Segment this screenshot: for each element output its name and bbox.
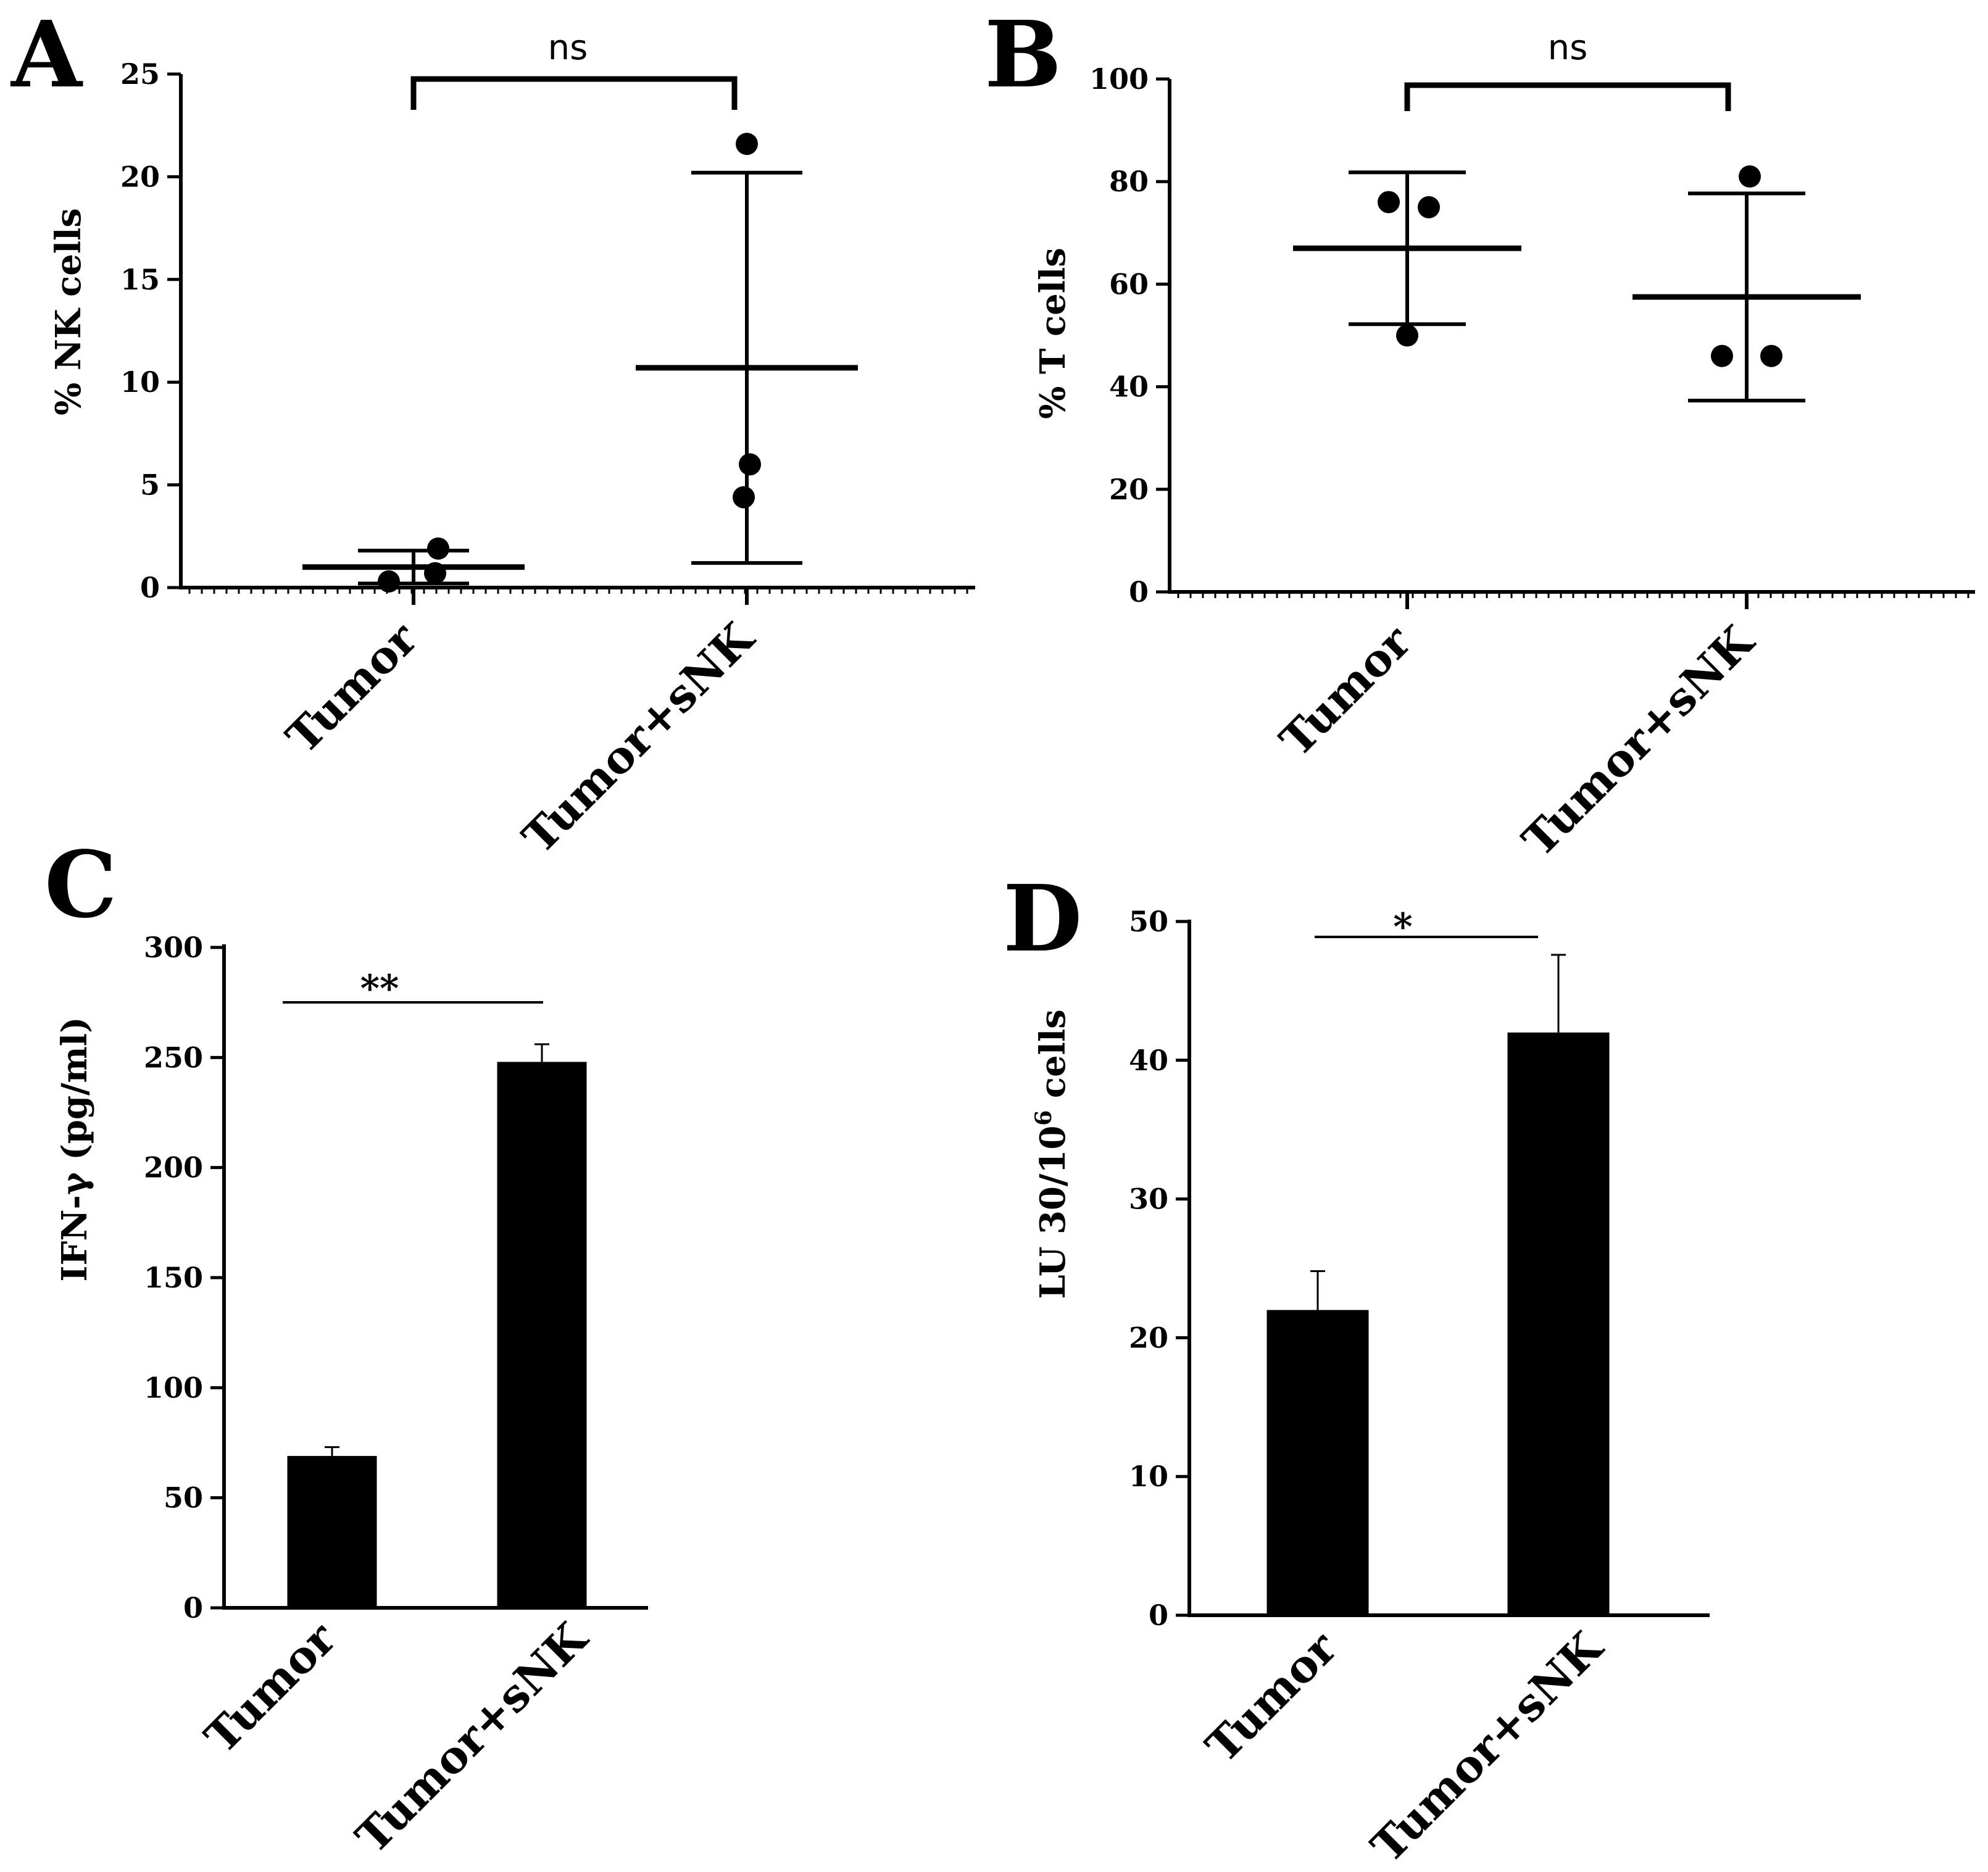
panel-b-data-point [1711, 344, 1733, 367]
panel-c-ytick-label: 150 [144, 1261, 203, 1294]
panel-a-significance-bracket [410, 76, 738, 110]
panel-b-letter: B [984, 1, 1062, 108]
panel-d-cat-label-tumor: Tumor [1196, 1621, 1347, 1773]
panel-c-cat-label-tumor-snk: Tumor+sNK [346, 1611, 598, 1863]
panel-b-data-point [1418, 196, 1440, 218]
panel-b: B % T cells 0 20 40 60 80 100 ns Tumor Tumor+… [984, 1, 1975, 867]
panel-d-ytick-label: 40 [1129, 1044, 1168, 1077]
panel-a-data-point [424, 562, 446, 584]
panel-d-significance: * [1393, 905, 1412, 949]
panel-d-cat-label-tumor-snk: Tumor+sNK [1361, 1620, 1613, 1872]
panel-a-ylabel: % NK cells [48, 208, 89, 415]
panel-a-ytick-label: 25 [120, 57, 160, 91]
panel-a-significance: ns [548, 28, 588, 68]
panel-d-ytick-label: 10 [1129, 1460, 1168, 1493]
panel-c-ytick-label: 0 [183, 1591, 203, 1624]
panel-a-cat-label-tumor: Tumor [276, 612, 428, 763]
panel-c-bar [497, 1062, 587, 1608]
panel-c-ylabel: IFN-γ (pg/ml) [54, 1017, 95, 1281]
panel-d-ylabel: LU 30/106 cells [1031, 1009, 1073, 1299]
panel-a-ytick-label: 15 [120, 263, 160, 296]
panel-b-data-point [1378, 191, 1400, 214]
panel-b-ytick-label: 80 [1109, 165, 1149, 198]
panel-c: C IFN-γ (pg/ml) 0 50 100 150 200 250 300 ** Tu… [44, 831, 648, 1863]
panel-a-ytick-label: 20 [120, 160, 160, 193]
panel-d-ylabel-tail: cells [1033, 1009, 1073, 1110]
panel-a-data-point [736, 133, 758, 156]
panel-c-ytick-label: 250 [144, 1041, 203, 1074]
panel-b-ytick-label: 40 [1109, 370, 1149, 404]
panel-c-significance: ** [360, 967, 399, 1010]
panel-c-bar [287, 1455, 377, 1608]
panel-c-cat-label-tumor: Tumor [194, 1612, 346, 1763]
panel-b-ytick-label: 60 [1109, 267, 1149, 301]
panel-d-ytick-label: 50 [1129, 905, 1168, 938]
panel-a-data-point [733, 486, 755, 509]
panel-a: A % NK cells 0 5 10 15 20 25 ns Tumor Tumor+s… [10, 1, 975, 863]
panel-b-data-point [1739, 165, 1761, 188]
panel-b-ytick-label: 20 [1109, 473, 1149, 506]
panel-b-significance-bracket [1404, 82, 1731, 111]
panel-d-bar [1266, 1310, 1369, 1615]
panel-d-letter: D [1003, 865, 1082, 972]
panel-a-data-point [427, 537, 449, 560]
panel-c-ytick-label: 200 [144, 1151, 203, 1184]
panel-a-letter: A [10, 1, 83, 108]
panel-a-ytick-label: 0 [140, 571, 160, 604]
panel-c-ytick-label: 50 [164, 1481, 203, 1515]
panel-d-ylabel-sup: 6 [1031, 1110, 1057, 1126]
panel-b-significance: ns [1548, 28, 1588, 68]
panel-d-ytick-label: 20 [1129, 1321, 1168, 1354]
panel-a-data-point [739, 453, 761, 476]
panel-d: D LU 30/106 cells 0 10 20 30 40 50 * Tumor Tu… [1003, 865, 1710, 1872]
panel-d-ytick-label: 30 [1129, 1183, 1168, 1216]
panel-a-cat-label-tumor-snk: Tumor+sNK [512, 611, 765, 863]
panel-b-ylabel: % T cells [1033, 248, 1073, 419]
panel-d-bar [1507, 1032, 1610, 1615]
panel-b-ytick-label: 0 [1129, 575, 1149, 609]
panel-c-ytick-label: 300 [144, 931, 203, 964]
panel-b-data-point [1760, 344, 1782, 367]
panel-a-ytick-label: 5 [140, 468, 160, 502]
panel-d-ytick-label: 0 [1149, 1599, 1168, 1632]
panel-a-data-point [378, 570, 400, 593]
panel-b-ytick-label: 100 [1089, 62, 1149, 96]
panel-c-letter: C [44, 831, 117, 938]
panel-b-cat-label-tumor: Tumor [1270, 615, 1421, 767]
panel-c-ytick-label: 100 [144, 1371, 203, 1404]
panel-b-data-point [1396, 324, 1418, 347]
panel-a-ytick-label: 10 [120, 365, 160, 399]
panel-d-ylabel-main: LU 30/10 [1033, 1126, 1073, 1299]
panel-b-cat-label-tumor-snk: Tumor+sNK [1512, 614, 1765, 867]
